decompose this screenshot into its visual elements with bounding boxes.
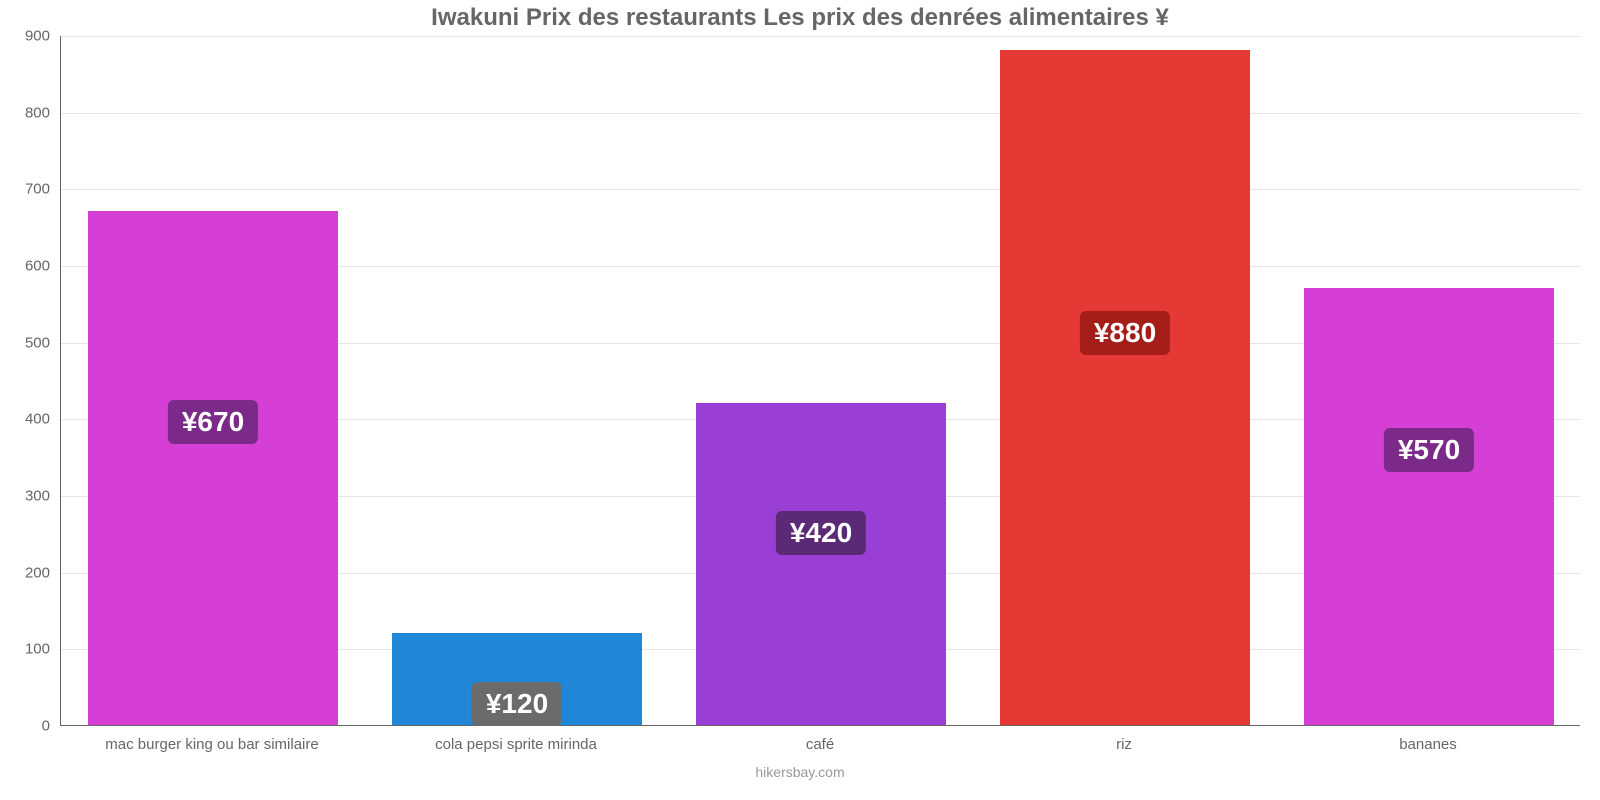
y-tick-label: 100 xyxy=(0,641,50,658)
y-tick-label: 600 xyxy=(0,258,50,275)
value-label: ¥120 xyxy=(472,682,562,726)
y-tick-label: 800 xyxy=(0,104,50,121)
gridline xyxy=(61,36,1580,37)
bar xyxy=(1000,50,1249,725)
y-tick-label: 300 xyxy=(0,488,50,505)
y-tick-label: 500 xyxy=(0,334,50,351)
y-tick-label: 0 xyxy=(0,718,50,735)
bar xyxy=(1304,288,1553,725)
chart-title: Iwakuni Prix des restaurants Les prix de… xyxy=(0,4,1600,32)
y-tick-label: 700 xyxy=(0,181,50,198)
x-tick-label: bananes xyxy=(1399,736,1457,753)
y-tick-label: 200 xyxy=(0,564,50,581)
chart-container: Iwakuni Prix des restaurants Les prix de… xyxy=(0,0,1600,800)
x-tick-label: mac burger king ou bar similaire xyxy=(105,736,318,753)
x-tick-label: cola pepsi sprite mirinda xyxy=(435,736,597,753)
plot-area: ¥670 ¥120 ¥420 ¥880 ¥570 xyxy=(60,36,1580,726)
y-tick-label: 900 xyxy=(0,28,50,45)
attribution: hikersbay.com xyxy=(0,764,1600,780)
gridline xyxy=(61,189,1580,190)
value-label: ¥420 xyxy=(776,511,866,555)
y-tick-label: 400 xyxy=(0,411,50,428)
bar xyxy=(696,403,945,725)
x-tick-label: riz xyxy=(1116,736,1132,753)
value-label: ¥570 xyxy=(1384,428,1474,472)
gridline xyxy=(61,113,1580,114)
value-label: ¥670 xyxy=(168,400,258,444)
x-tick-label: café xyxy=(806,736,834,753)
value-label: ¥880 xyxy=(1080,311,1170,355)
bar xyxy=(88,211,337,725)
